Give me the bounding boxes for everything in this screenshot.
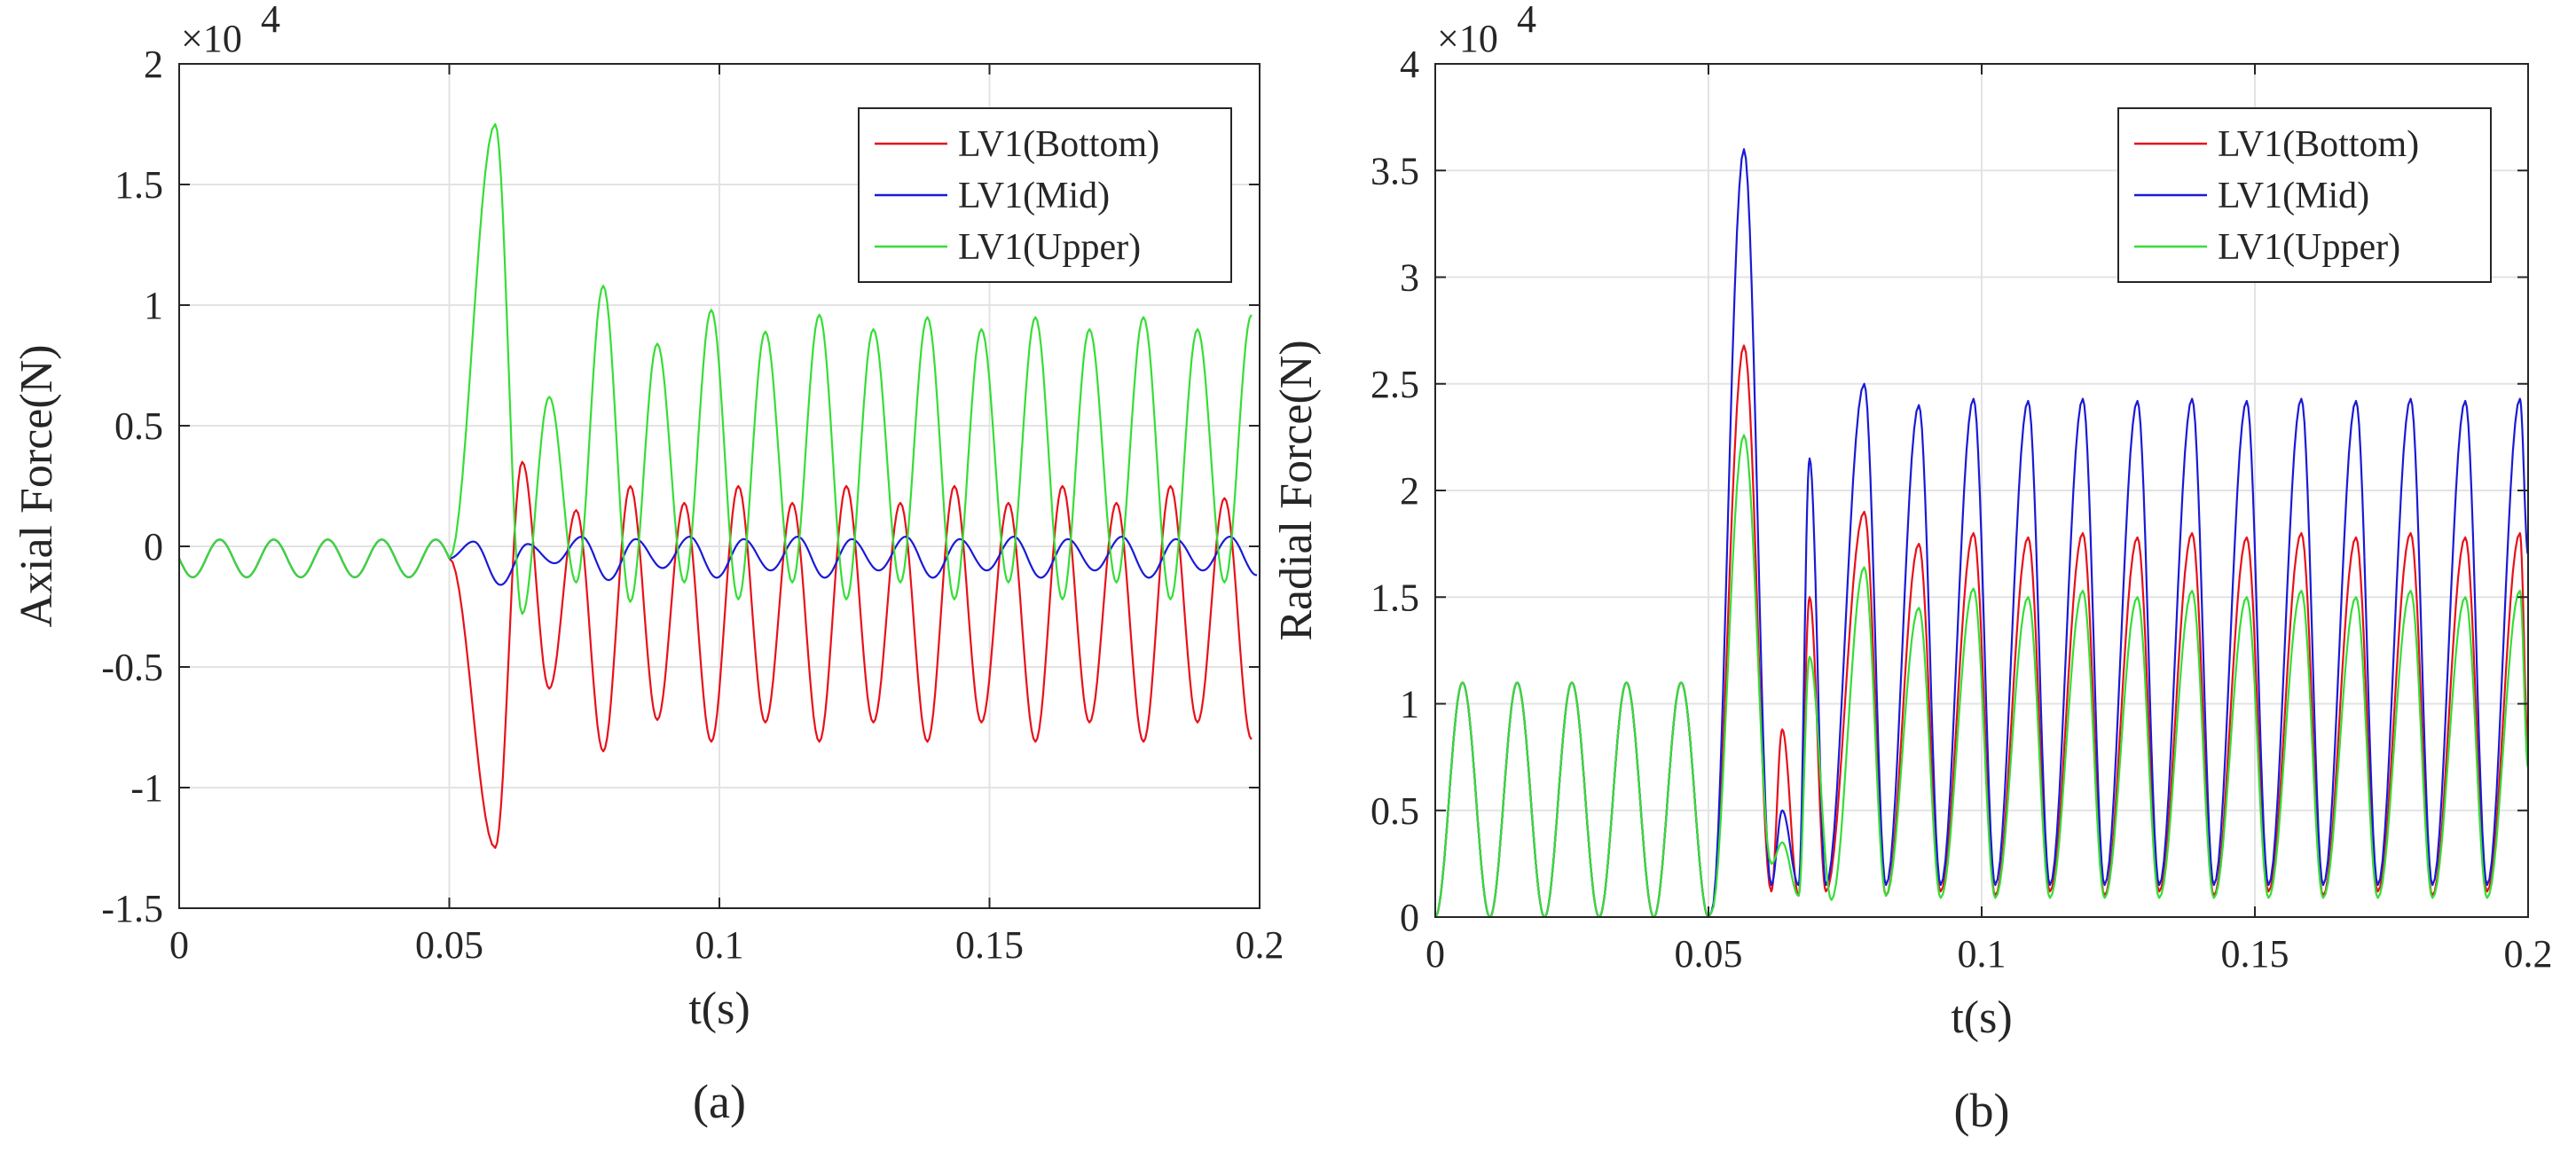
y-tick-label: -1 xyxy=(130,766,163,810)
legend: LV1(Bottom) LV1(Mid) LV1(Upper) xyxy=(2117,107,2492,283)
y-tick-label: 4 xyxy=(1400,43,1419,86)
x-axis-label: t(s) xyxy=(1951,992,2012,1043)
y-multiplier: ×10 xyxy=(181,17,242,60)
x-tick-label: 0.1 xyxy=(1958,932,2007,976)
legend: LV1(Bottom) LV1(Mid) LV1(Upper) xyxy=(858,107,1232,283)
legend-entry-label: LV1(Mid) xyxy=(2218,176,2369,216)
y-tick-label: 1.5 xyxy=(1370,576,1419,619)
x-tick-label: 0.2 xyxy=(2504,932,2553,976)
legend-entry-label: LV1(Bottom) xyxy=(958,124,1159,165)
panel-caption: (a) xyxy=(693,1075,746,1128)
y-axis-label: Radial Force(N) xyxy=(1271,340,1322,640)
y-tick-label: 0 xyxy=(1400,896,1419,939)
x-tick-label: 0.05 xyxy=(415,923,483,967)
y-tick-label: 2 xyxy=(144,43,163,86)
y-tick-label: -1.5 xyxy=(101,887,163,930)
x-axis-label: t(s) xyxy=(688,984,750,1034)
y-multiplier-exponent: 4 xyxy=(1517,0,1536,41)
grid xyxy=(178,63,1261,909)
y-tick-label: 0 xyxy=(144,525,163,569)
x-tick-label: 0.05 xyxy=(1675,932,1743,976)
y-tick-label: 1.5 xyxy=(114,163,163,207)
panel-a-axial-force: 0 0.05 0.1 0.15 0.2 -1.5 -1 -0.5 0 0.5 1 1.5 2 ×10 4 t(… xyxy=(12,0,1284,1128)
y-multiplier-exponent: 4 xyxy=(261,0,280,41)
series-line-lv1-upper xyxy=(179,122,1253,616)
y-tick-label: 1 xyxy=(1400,683,1419,726)
legend-entry-label: LV1(Upper) xyxy=(958,227,1141,268)
panel-caption: (b) xyxy=(1954,1084,2010,1137)
x-tick-label: 0.1 xyxy=(695,923,744,967)
y-tick-label: 3 xyxy=(1400,256,1419,300)
y-tick-label: -0.5 xyxy=(101,646,163,689)
y-tick-label: 1 xyxy=(144,284,163,327)
y-tick-label: 2.5 xyxy=(1370,363,1419,406)
legend-entry-label: LV1(Mid) xyxy=(958,176,1110,216)
y-axis-label: Axial Force(N) xyxy=(12,344,62,627)
y-multiplier: ×10 xyxy=(1437,17,1498,60)
y-tick-label: 0.5 xyxy=(1370,789,1419,833)
x-tick-label: 0.15 xyxy=(2221,932,2289,976)
legend-entry-label: LV1(Upper) xyxy=(2218,227,2400,268)
series-group xyxy=(179,122,1258,850)
series-group xyxy=(1435,148,2528,917)
x-tick-label: 0.15 xyxy=(955,923,1024,967)
y-tick-label: 3.5 xyxy=(1370,149,1419,192)
x-tick-label: 0 xyxy=(169,923,189,967)
x-tick-label: 0.2 xyxy=(1236,923,1284,967)
legend-entry-label: LV1(Bottom) xyxy=(2218,124,2419,165)
x-tick-label: 0 xyxy=(1425,932,1445,976)
y-tick-label: 0.5 xyxy=(114,404,163,448)
panel-b-radial-force: 0 0.05 0.1 0.15 0.2 0 0.5 1 1.5 2 2.5 3 3.5 4 ×10 4 t(s)… xyxy=(1271,0,2553,1137)
series-line-lv1-upper xyxy=(1435,434,2528,917)
y-tick-label: 2 xyxy=(1400,469,1419,513)
